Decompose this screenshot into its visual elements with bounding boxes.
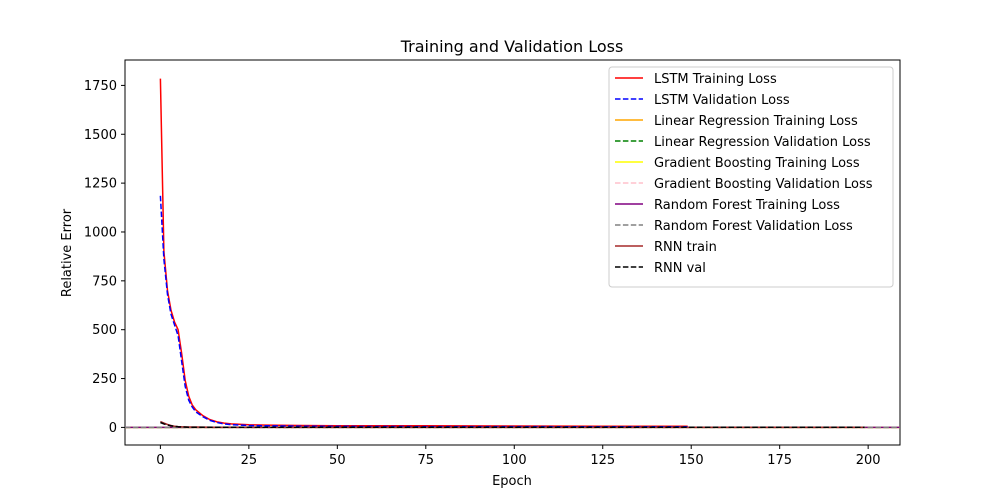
x-axis-label: Epoch: [492, 474, 532, 489]
legend-label-lstm-validation-loss: LSTM Validation Loss: [654, 93, 790, 108]
x-tick-label: 200: [856, 453, 881, 468]
legend: LSTM Training Loss LSTM Validation Loss Li…: [608, 66, 894, 288]
plot-area-frame: [124, 59, 901, 446]
x-tick-label: 150: [679, 453, 704, 468]
y-tick-label: 0: [109, 421, 117, 436]
x-tick-label: 0: [156, 453, 164, 468]
legend-label-rnn-train: RNN train: [654, 240, 717, 255]
x-tick-label: 25: [241, 453, 258, 468]
series-line-rnn-val: [160, 421, 865, 428]
x-tick-label: 175: [767, 453, 792, 468]
y-tick-label: 1000: [84, 225, 117, 240]
legend-label-linear-regression-validation-loss: Linear Regression Validation Loss: [654, 135, 871, 150]
legend-box: [608, 66, 894, 288]
legend-label-random-forest-validation-loss: Random Forest Validation Loss: [654, 219, 853, 234]
x-axis-ticks: 0 25 50 75 100 125 150 175 200: [156, 445, 881, 468]
x-tick-label: 75: [418, 453, 435, 468]
x-tick-label: 50: [329, 453, 346, 468]
chart-title: Training and Validation Loss: [400, 37, 624, 56]
x-tick-label: 100: [502, 453, 527, 468]
y-tick-label: 250: [92, 372, 117, 387]
legend-label-linear-regression-training-loss: Linear Regression Training Loss: [654, 114, 858, 129]
legend-label-gradient-boosting-training-loss: Gradient Boosting Training Loss: [654, 156, 860, 171]
y-tick-label: 1500: [84, 128, 117, 143]
y-tick-label: 1750: [84, 79, 117, 94]
y-axis-label: Relative Error: [60, 208, 75, 297]
legend-label-rnn-val: RNN val: [654, 261, 706, 276]
series-line-lstm-validation-loss: [159, 195, 688, 428]
y-tick-label: 500: [92, 323, 117, 338]
y-axis-ticks: 0 250 500 750 1000 1250 1500 1750: [84, 79, 125, 436]
legend-label-random-forest-training-loss: Random Forest Training Loss: [654, 198, 840, 213]
legend-label-lstm-training-loss: LSTM Training Loss: [654, 72, 777, 87]
y-tick-label: 750: [92, 274, 117, 289]
y-tick-label: 1250: [84, 177, 117, 192]
legend-label-gradient-boosting-validation-loss: Gradient Boosting Validation Loss: [654, 177, 873, 192]
series-layer: [125, 78, 900, 429]
x-tick-label: 125: [590, 453, 615, 468]
